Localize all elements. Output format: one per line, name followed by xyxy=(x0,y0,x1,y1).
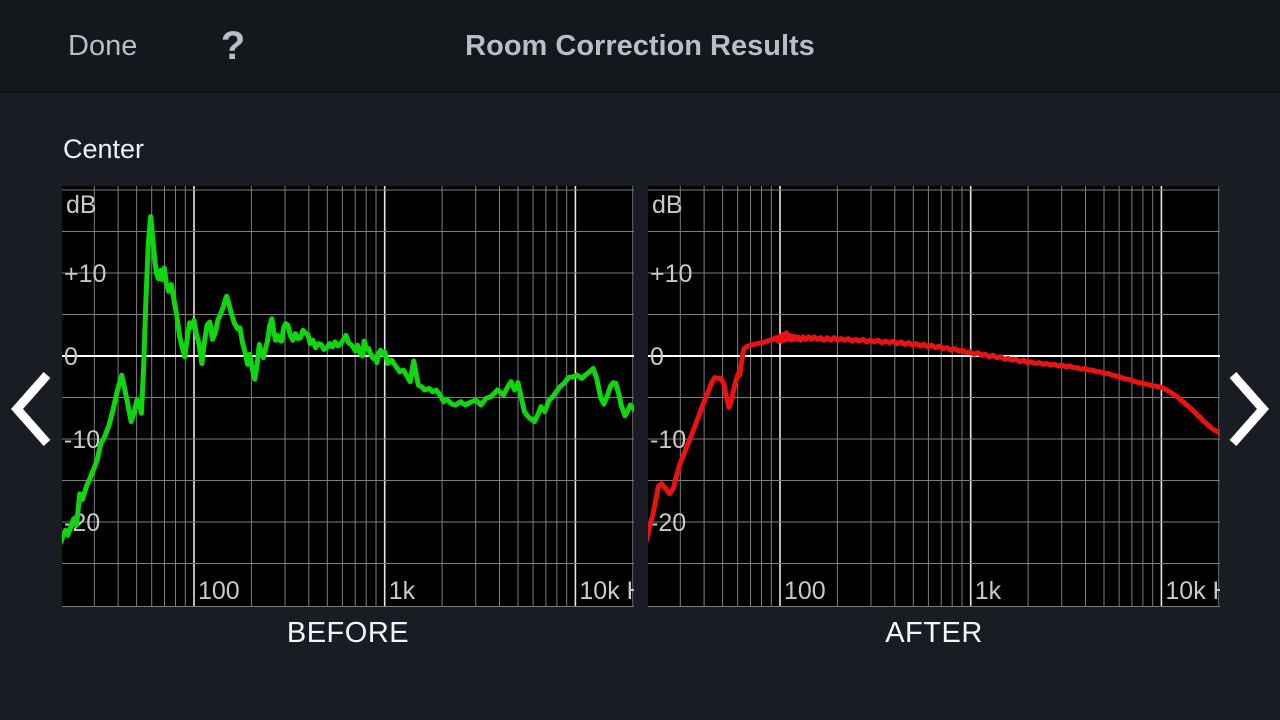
next-channel-button[interactable] xyxy=(1222,364,1276,454)
done-button[interactable]: Done xyxy=(68,0,137,93)
svg-text:0: 0 xyxy=(64,343,78,371)
svg-text:dB: dB xyxy=(66,191,97,219)
svg-text:10k Hz: 10k Hz xyxy=(579,577,634,605)
svg-text:-20: -20 xyxy=(650,509,686,537)
channel-label: Center xyxy=(63,134,145,164)
after-chart: dB +10 0 -10 -20 100 1k 10k Hz xyxy=(648,186,1220,607)
help-icon: ? xyxy=(220,24,246,68)
after-chart-panel: dB +10 0 -10 -20 100 1k 10k Hz AFTER xyxy=(648,186,1220,650)
svg-text:0: 0 xyxy=(650,343,664,371)
svg-text:1k: 1k xyxy=(975,577,1002,605)
svg-text:-10: -10 xyxy=(650,426,686,454)
app-header: Done ? Room Correction Results xyxy=(0,0,1280,93)
help-button[interactable]: ? xyxy=(210,0,256,93)
svg-text:10k Hz: 10k Hz xyxy=(1165,577,1220,605)
prev-channel-button[interactable] xyxy=(4,364,58,454)
svg-text:+10: +10 xyxy=(64,260,106,288)
chevron-right-icon xyxy=(1229,372,1270,446)
svg-text:100: 100 xyxy=(198,577,240,605)
svg-text:+10: +10 xyxy=(650,260,692,288)
svg-text:100: 100 xyxy=(784,577,826,605)
before-chart-caption: BEFORE xyxy=(286,617,410,649)
chevron-left-icon xyxy=(10,372,51,446)
svg-text:dB: dB xyxy=(652,191,683,219)
svg-text:-10: -10 xyxy=(64,426,100,454)
page-title: Room Correction Results xyxy=(465,30,815,62)
svg-text:1k: 1k xyxy=(389,577,416,605)
after-chart-caption: AFTER xyxy=(885,617,983,649)
